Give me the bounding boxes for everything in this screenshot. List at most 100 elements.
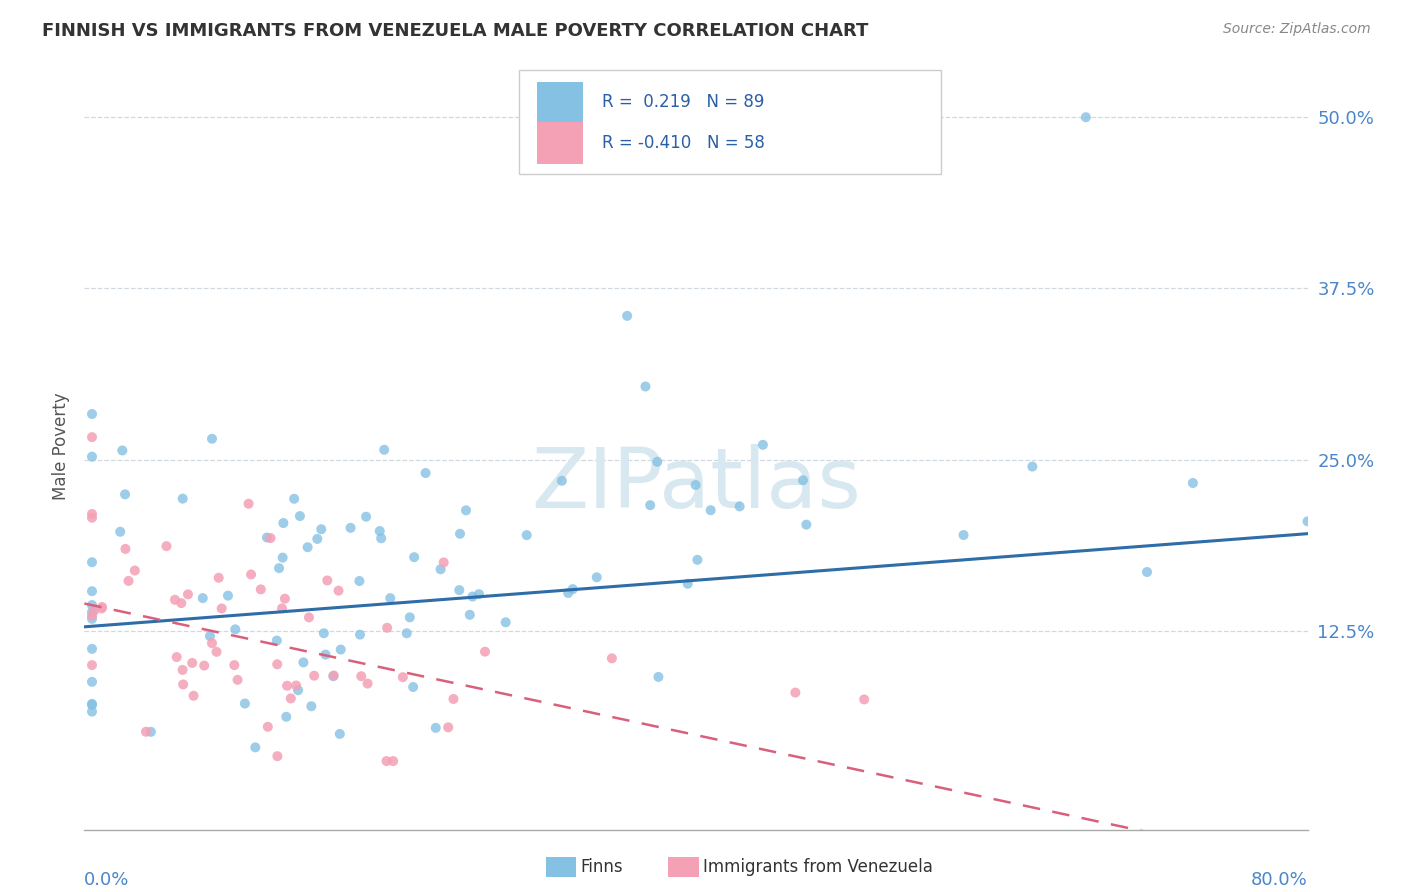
Point <box>110 524 132 539</box>
Point <box>257 720 280 734</box>
Point <box>339 521 361 535</box>
Text: R = -0.410   N = 58: R = -0.410 N = 58 <box>602 134 765 152</box>
Point <box>585 570 607 584</box>
Point <box>1136 565 1159 579</box>
Point <box>952 528 974 542</box>
Point <box>647 670 669 684</box>
Point <box>80 407 103 421</box>
Point <box>297 540 319 554</box>
Point <box>266 749 288 764</box>
Point <box>415 466 437 480</box>
Point <box>172 491 194 506</box>
Point <box>395 626 418 640</box>
Point <box>449 526 471 541</box>
Point <box>114 487 136 501</box>
Point <box>402 680 425 694</box>
Point <box>224 658 246 673</box>
Point <box>90 601 112 615</box>
Point <box>205 645 228 659</box>
Point <box>249 582 271 597</box>
Point <box>349 627 371 641</box>
Point <box>201 636 224 650</box>
Point <box>354 509 377 524</box>
Point <box>370 531 392 545</box>
Point <box>785 685 807 699</box>
Point <box>638 498 661 512</box>
Point <box>191 591 214 606</box>
Point <box>375 754 398 768</box>
Point <box>312 626 335 640</box>
Point <box>329 727 352 741</box>
FancyBboxPatch shape <box>519 70 941 174</box>
Point <box>616 309 638 323</box>
Point <box>368 524 391 538</box>
Point <box>124 564 146 578</box>
Point <box>398 610 420 624</box>
Point <box>155 539 177 553</box>
Point <box>267 561 290 575</box>
Point <box>111 443 134 458</box>
FancyBboxPatch shape <box>537 122 583 164</box>
FancyBboxPatch shape <box>537 81 583 124</box>
Point <box>322 668 344 682</box>
Point <box>309 522 332 536</box>
Text: R =  0.219   N = 89: R = 0.219 N = 89 <box>602 94 763 112</box>
Point <box>349 574 371 588</box>
Point <box>454 503 477 517</box>
Point <box>208 571 231 585</box>
Point <box>276 710 298 724</box>
Point <box>201 432 224 446</box>
Point <box>316 574 339 588</box>
Point <box>287 683 309 698</box>
Text: Finns: Finns <box>581 858 623 876</box>
Point <box>276 679 298 693</box>
Text: 0.0%: 0.0% <box>84 871 129 888</box>
Point <box>302 669 325 683</box>
Point <box>392 670 415 684</box>
Point <box>449 583 471 598</box>
Text: FINNISH VS IMMIGRANTS FROM VENEZUELA MALE POVERTY CORRELATION CHART: FINNISH VS IMMIGRANTS FROM VENEZUELA MAL… <box>42 22 869 40</box>
Point <box>80 598 103 612</box>
Point <box>139 724 162 739</box>
Point <box>80 674 103 689</box>
Point <box>245 740 267 755</box>
Point <box>238 497 260 511</box>
Text: Immigrants from Venezuela: Immigrants from Venezuela <box>703 858 932 876</box>
Point <box>271 550 294 565</box>
Point <box>283 491 305 506</box>
Point <box>273 516 295 530</box>
Point <box>80 430 103 444</box>
Point <box>373 442 395 457</box>
Point <box>382 754 405 768</box>
Point <box>211 601 233 615</box>
Point <box>80 641 103 656</box>
Point <box>117 574 139 588</box>
Point <box>266 633 288 648</box>
Point <box>1296 514 1319 528</box>
Point <box>256 531 278 545</box>
Point <box>217 589 239 603</box>
Point <box>516 528 538 542</box>
Point <box>280 691 302 706</box>
Point <box>561 582 583 596</box>
Point <box>183 689 205 703</box>
Point <box>404 550 426 565</box>
Point <box>80 510 103 524</box>
Point <box>224 623 246 637</box>
Point <box>461 590 484 604</box>
Point <box>796 517 818 532</box>
Point <box>676 576 699 591</box>
Point <box>80 612 103 626</box>
Point <box>83 604 105 618</box>
Point <box>495 615 517 630</box>
Point <box>433 556 456 570</box>
Point <box>172 677 194 691</box>
Point <box>1021 459 1043 474</box>
Point <box>437 720 460 734</box>
Point <box>328 583 350 598</box>
Point <box>80 608 103 623</box>
Point <box>285 679 308 693</box>
Point <box>80 507 103 521</box>
Point <box>80 605 103 619</box>
Point <box>350 669 373 683</box>
